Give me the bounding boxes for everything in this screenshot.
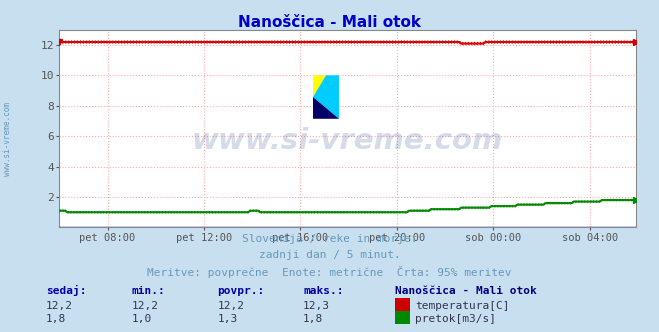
Text: 12,3: 12,3: [303, 301, 330, 311]
Text: povpr.:: povpr.:: [217, 286, 265, 296]
Text: 12,2: 12,2: [46, 301, 73, 311]
Text: www.si-vreme.com: www.si-vreme.com: [192, 126, 503, 154]
Polygon shape: [313, 97, 339, 119]
Text: 1,8: 1,8: [46, 314, 67, 324]
Polygon shape: [313, 75, 339, 119]
Text: www.si-vreme.com: www.si-vreme.com: [3, 103, 13, 176]
Text: Slovenija / reke in morje.: Slovenija / reke in morje.: [242, 234, 417, 244]
Text: zadnji dan / 5 minut.: zadnji dan / 5 minut.: [258, 250, 401, 260]
Text: maks.:: maks.:: [303, 286, 343, 296]
Text: 12,2: 12,2: [132, 301, 159, 311]
Text: 1,3: 1,3: [217, 314, 238, 324]
Polygon shape: [313, 75, 326, 97]
Text: sedaj:: sedaj:: [46, 285, 86, 296]
Text: 12,2: 12,2: [217, 301, 244, 311]
Text: Meritve: povprečne  Enote: metrične  Črta: 95% meritev: Meritve: povprečne Enote: metrične Črta:…: [147, 266, 512, 278]
Text: min.:: min.:: [132, 286, 165, 296]
Text: Nanoščica - Mali otok: Nanoščica - Mali otok: [238, 15, 421, 30]
Text: pretok[m3/s]: pretok[m3/s]: [415, 314, 496, 324]
Text: 1,0: 1,0: [132, 314, 152, 324]
Text: 1,8: 1,8: [303, 314, 324, 324]
Text: Nanoščica - Mali otok: Nanoščica - Mali otok: [395, 286, 537, 296]
Text: temperatura[C]: temperatura[C]: [415, 301, 509, 311]
